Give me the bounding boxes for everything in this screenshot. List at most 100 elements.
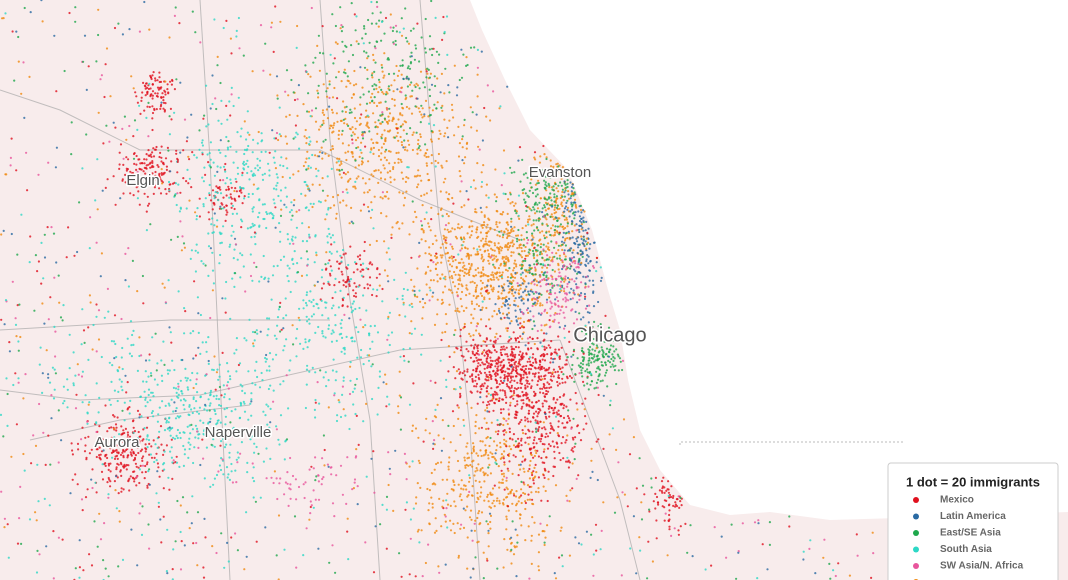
- dot: [665, 489, 668, 492]
- dot: [502, 457, 505, 460]
- dot: [165, 165, 168, 168]
- dot: [460, 206, 463, 209]
- dot: [467, 254, 471, 257]
- dot: [566, 222, 570, 225]
- dot: [526, 385, 529, 388]
- dot: [451, 227, 454, 230]
- dot: [528, 189, 531, 192]
- dot: [583, 244, 586, 248]
- dot: [329, 236, 332, 239]
- dot: [178, 210, 181, 213]
- dot: [494, 336, 497, 339]
- dot: [470, 452, 473, 455]
- dot: [608, 351, 611, 354]
- dot: [331, 147, 335, 150]
- dot: [350, 1, 353, 5]
- dot: [554, 225, 557, 228]
- dot: [537, 411, 541, 414]
- dot: [158, 430, 161, 433]
- dot: [475, 452, 478, 455]
- dot: [580, 235, 583, 238]
- dot: [249, 438, 252, 441]
- dot: [327, 154, 330, 157]
- dot: [529, 182, 532, 185]
- dot: [513, 259, 517, 262]
- dot: [454, 258, 457, 262]
- dot: [534, 201, 537, 204]
- dot: [120, 487, 123, 490]
- dot: [305, 274, 308, 277]
- dot: [567, 190, 570, 193]
- dot: [509, 389, 512, 393]
- dot: [150, 176, 153, 179]
- dot: [148, 359, 151, 362]
- dot: [408, 332, 411, 335]
- dot: [488, 255, 491, 258]
- dot: [268, 317, 271, 320]
- dot: [515, 234, 518, 237]
- dot: [493, 228, 496, 231]
- dot: [503, 538, 506, 541]
- dot: [519, 350, 522, 353]
- dot: [480, 486, 483, 489]
- dot: [521, 271, 524, 274]
- dot: [545, 392, 548, 396]
- dot: [530, 347, 533, 350]
- dot: [218, 363, 221, 366]
- dot: [441, 298, 444, 301]
- dot: [471, 111, 474, 114]
- dot: [499, 348, 502, 351]
- dot: [568, 281, 571, 284]
- dot: [156, 446, 159, 449]
- dot: [463, 124, 466, 127]
- dot: [335, 161, 338, 164]
- dot: [514, 297, 517, 300]
- dot: [420, 353, 423, 356]
- dot: [246, 159, 249, 162]
- dot: [393, 98, 396, 101]
- dot: [154, 174, 157, 177]
- dot: [314, 56, 317, 59]
- dot: [375, 22, 378, 25]
- dot: [340, 260, 343, 263]
- dot: [144, 464, 147, 468]
- dot: [558, 451, 561, 455]
- dot: [437, 161, 440, 164]
- dot: [395, 30, 398, 33]
- dot: [91, 468, 94, 471]
- dot: [496, 271, 499, 274]
- dot: [541, 211, 544, 214]
- dot: [226, 211, 229, 214]
- dot: [367, 287, 370, 290]
- dot: [573, 217, 576, 220]
- dot: [524, 500, 527, 503]
- dot: [388, 119, 391, 122]
- dot: [431, 502, 434, 505]
- dot: [604, 363, 608, 366]
- dot: [522, 355, 525, 358]
- dot: [500, 353, 503, 357]
- dot: [421, 116, 424, 119]
- dot: [474, 375, 477, 378]
- dot: [547, 470, 550, 473]
- dot: [170, 83, 173, 86]
- dot: [153, 460, 156, 464]
- dot: [305, 183, 308, 186]
- dot: [517, 437, 520, 440]
- dot: [320, 287, 324, 290]
- dot: [454, 309, 457, 312]
- dot: [388, 311, 391, 314]
- dot: [429, 229, 432, 232]
- dot: [527, 367, 531, 370]
- dot: [563, 191, 566, 194]
- dot: [275, 353, 278, 356]
- dot: [148, 162, 151, 165]
- dot: [109, 462, 112, 465]
- dot: [667, 491, 671, 494]
- dot: [189, 379, 192, 382]
- dot: [503, 283, 506, 286]
- dot: [531, 337, 534, 340]
- dot: [140, 415, 143, 418]
- dot: [274, 167, 277, 170]
- dot: [333, 204, 336, 207]
